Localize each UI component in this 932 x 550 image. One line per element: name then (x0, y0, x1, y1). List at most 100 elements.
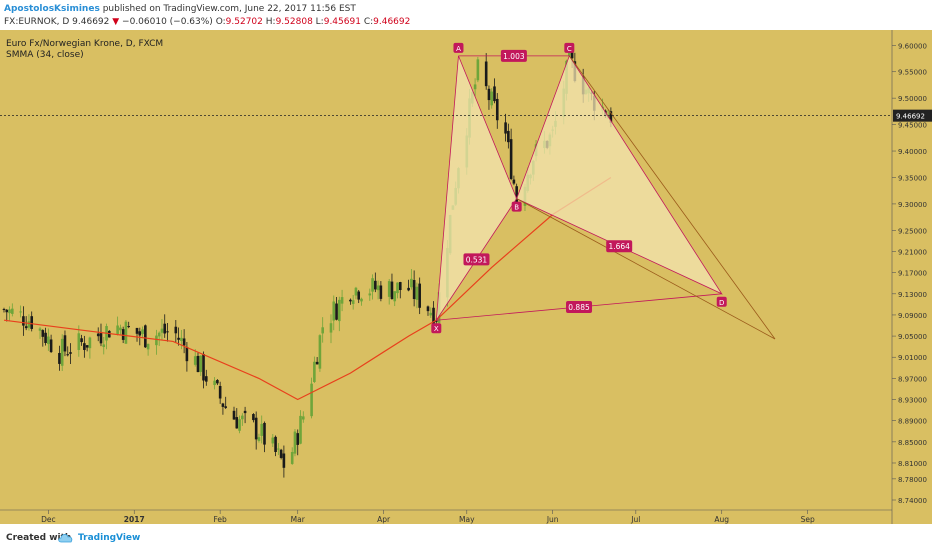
candle-body (66, 354, 70, 356)
candle-body (387, 281, 391, 297)
candle-body (119, 327, 122, 331)
candle-body (182, 338, 186, 346)
candle-body (11, 308, 14, 314)
candle-body (301, 416, 305, 420)
candle-body (360, 298, 363, 302)
legend-title: Euro Fx/Norwegian Krone, D, FXCM (6, 39, 163, 49)
candle-body (24, 326, 28, 329)
candle-body (8, 309, 11, 314)
published-text: published on TradingView.com, June 22, 2… (102, 4, 356, 14)
ohlc-low: L:9.45691 (315, 17, 361, 27)
price-label-14: 8.97000 (898, 375, 927, 383)
candle-body (515, 186, 518, 203)
candle-body (512, 179, 516, 184)
candle-body (351, 300, 355, 304)
chart-header: ApostolosKsimines published on TradingVi… (0, 0, 932, 30)
candle-body (293, 431, 297, 454)
candle-body (299, 415, 302, 444)
candle-body (271, 437, 275, 444)
price-label-11: 9.09000 (898, 312, 927, 320)
candle-body (257, 437, 261, 441)
created-with-text: Created with (6, 533, 72, 543)
tradingview-cloud-icon (58, 534, 73, 543)
candle-body (315, 361, 319, 365)
candle-body (77, 333, 81, 350)
price-label-20: 8.74000 (898, 497, 927, 505)
time-label-9: Sep (801, 515, 815, 524)
price-label-8: 9.21000 (898, 248, 927, 256)
candle-body (490, 91, 494, 106)
candle-body (476, 59, 480, 81)
candle-body (504, 122, 507, 134)
tradingview-brand[interactable]: TradingView (78, 533, 141, 543)
time-axis: Dec 2017 Feb Mar Apr May Jun Jul Aug Sep (41, 510, 815, 524)
candle-body (335, 303, 338, 320)
candle-body (127, 326, 131, 328)
candle-body (185, 346, 189, 362)
candle-body (368, 293, 372, 296)
smma-line (3, 176, 612, 401)
candle-body (141, 329, 144, 334)
candle-body (85, 345, 89, 348)
candle-body (30, 316, 34, 329)
candle-body (204, 376, 208, 382)
candle-body (321, 327, 324, 334)
price-label-16: 8.89000 (898, 418, 927, 426)
ratio-label-2: 1.664 (608, 242, 630, 251)
candle-body (495, 98, 499, 121)
price-label-0: 9.60000 (898, 42, 927, 50)
price-chart[interactable]: X A B C D 1.003 0.531 1.664 0.885 9.60000 9.55000… (0, 30, 932, 524)
candle-body (38, 328, 42, 331)
candle-body (22, 316, 25, 326)
price-label-3: 9.45000 (898, 122, 927, 130)
candle-body (216, 379, 219, 384)
point-label-a: A (456, 45, 461, 53)
candle-body (340, 297, 344, 304)
time-scale-bg (0, 510, 892, 524)
price-label-19: 8.78000 (898, 476, 927, 484)
candle-body (290, 451, 294, 464)
candle-body (202, 354, 205, 381)
ratio-label-1: 0.531 (466, 255, 488, 264)
time-label-8: Aug (714, 515, 729, 524)
candle-body (354, 287, 358, 296)
harmonic-pattern-layer: X A B C D 1.003 0.531 1.664 0.885 (431, 42, 776, 340)
candle-body (410, 278, 413, 288)
last-price: 9.46692 (72, 17, 110, 27)
point-label-d: D (719, 299, 724, 307)
candle-body (199, 355, 203, 372)
candle-body (484, 61, 488, 87)
chart-svg[interactable]: X A B C D 1.003 0.531 1.664 0.885 9.60000 9.55000… (0, 30, 932, 524)
candle-body (83, 343, 86, 350)
candle-body (108, 330, 111, 338)
candle-body (138, 331, 142, 336)
symbol: FX:EURNOK, D (4, 17, 70, 27)
price-label-18: 8.81000 (898, 460, 927, 468)
candle-body (432, 307, 435, 326)
candle-body (69, 352, 72, 354)
candle-body (310, 383, 313, 417)
price-axis: 9.60000 9.55000 9.50000 9.45000 9.40000 9.350… (892, 42, 927, 505)
candle-body (235, 417, 239, 429)
candle-body (426, 306, 430, 312)
price-label-10: 9.13000 (898, 291, 927, 299)
price-label-9: 9.17000 (898, 270, 927, 278)
candle-body (329, 323, 333, 333)
candle-body (19, 311, 22, 313)
last-price-layer: 9.46692 (0, 109, 932, 122)
candle-body (371, 278, 374, 292)
candle-body (2, 309, 6, 311)
candle-body (163, 323, 167, 334)
price-label-5: 9.35000 (898, 174, 927, 182)
candle-body (509, 139, 513, 179)
ratio-badge-2 (606, 240, 633, 253)
candle-body (263, 422, 266, 445)
candle-body (155, 335, 158, 346)
candle-body (49, 339, 53, 353)
symbol-line: FX:EURNOK, D 9.46692 ▼ −0.06010 (−0.63%)… (4, 16, 410, 28)
time-label-3: Mar (291, 515, 306, 524)
author-link[interactable]: ApostolosKsimines (4, 4, 100, 14)
candle-body (609, 111, 613, 123)
candle-body (412, 280, 416, 300)
price-label-12: 9.05000 (898, 333, 927, 341)
